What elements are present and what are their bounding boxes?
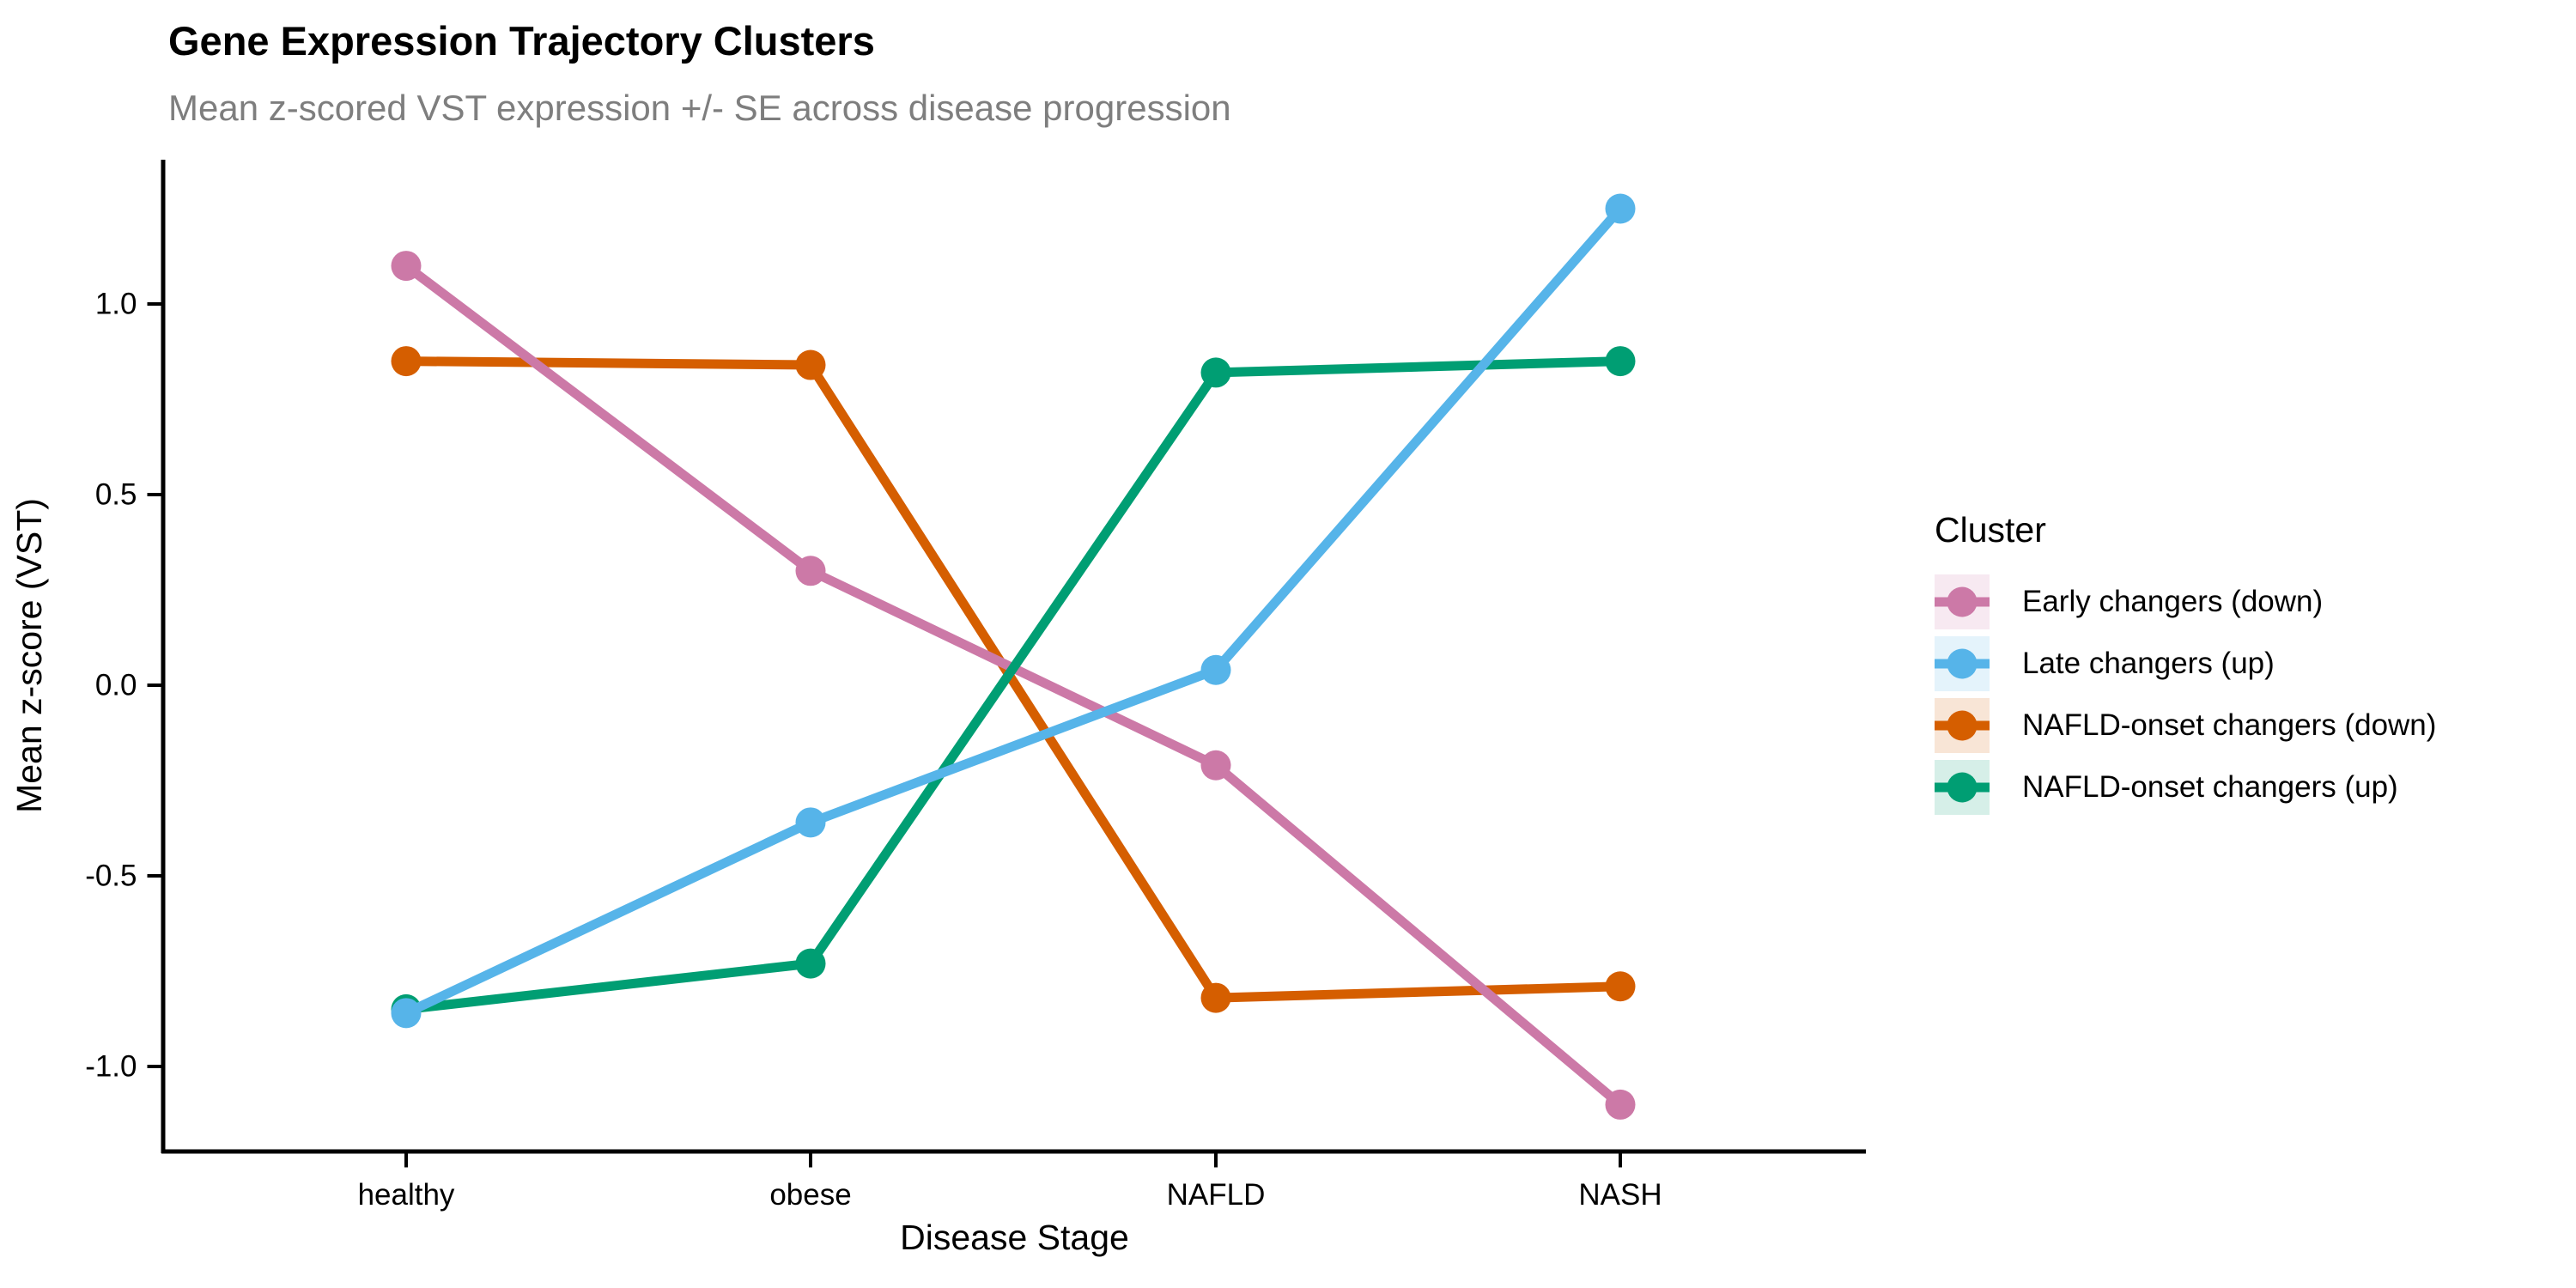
data-point-nafld-onset-changers-down-nafld bbox=[1200, 982, 1231, 1013]
legend-key-point bbox=[1947, 772, 1978, 803]
data-point-nafld-onset-changers-up-nafld bbox=[1200, 357, 1231, 388]
x-tick-label: NASH bbox=[1578, 1178, 1662, 1212]
data-point-nafld-onset-changers-up-nash bbox=[1605, 346, 1636, 377]
series-line-nafld-onset-changers-up bbox=[405, 356, 1621, 1014]
x-tick-label: NAFLD bbox=[1167, 1178, 1266, 1212]
legend-item-late-changers-up: Late changers (up) bbox=[1935, 636, 2436, 691]
y-tick-label: 1.0 bbox=[95, 288, 137, 321]
legend-item-label: Early changers (down) bbox=[2022, 585, 2324, 618]
y-tick-label: -0.5 bbox=[85, 860, 137, 893]
legend-item-label: Late changers (up) bbox=[2022, 647, 2275, 680]
data-point-early-changers-down-nash bbox=[1605, 1089, 1636, 1120]
legend-key-point bbox=[1947, 648, 1978, 679]
data-point-nafld-onset-changers-down-healthy bbox=[391, 346, 422, 377]
legend-key-point bbox=[1947, 710, 1978, 741]
legend-item-label: NAFLD-onset changers (down) bbox=[2022, 708, 2437, 742]
data-point-late-changers-up-nafld bbox=[1200, 654, 1231, 685]
x-tick-label: obese bbox=[769, 1178, 851, 1212]
legend-key-swatch bbox=[1935, 698, 1990, 753]
legend-key-point bbox=[1947, 586, 1978, 617]
data-point-nafld-onset-changers-up-obese bbox=[795, 948, 826, 979]
y-tick-label: -1.0 bbox=[85, 1050, 137, 1084]
legend-item-nafld-onset-changers-up: NAFLD-onset changers (up) bbox=[1935, 760, 2436, 815]
legend-title: Cluster bbox=[1935, 510, 2046, 550]
data-point-early-changers-down-healthy bbox=[391, 251, 422, 282]
chart-subtitle: Mean z-scored VST expression +/- SE acro… bbox=[168, 88, 1231, 128]
data-point-early-changers-down-obese bbox=[795, 556, 826, 586]
legend: Cluster Early changers (down) Late change… bbox=[1935, 510, 2436, 822]
legend-item-early-changers-down: Early changers (down) bbox=[1935, 574, 2436, 629]
y-tick-label: 0.0 bbox=[95, 669, 137, 702]
data-point-late-changers-up-nash bbox=[1605, 193, 1636, 224]
legend-key-swatch bbox=[1935, 574, 1990, 629]
series-line-late-changers-up bbox=[404, 205, 1625, 1018]
y-tick-label: 0.5 bbox=[95, 478, 137, 512]
data-point-nafld-onset-changers-down-nash bbox=[1605, 971, 1636, 1002]
y-axis-title: Mean z-score (VST) bbox=[9, 498, 49, 813]
data-point-late-changers-up-healthy bbox=[391, 998, 422, 1029]
legend-item-nafld-onset-changers-down: NAFLD-onset changers (down) bbox=[1935, 698, 2436, 753]
series-line-nafld-onset-changers-down bbox=[405, 356, 1621, 1003]
chart-title: Gene Expression Trajectory Clusters bbox=[168, 18, 875, 64]
legend-item-label: NAFLD-onset changers (up) bbox=[2022, 770, 2398, 804]
data-point-early-changers-down-nafld bbox=[1200, 750, 1231, 781]
data-point-late-changers-up-obese bbox=[795, 807, 826, 838]
data-point-nafld-onset-changers-down-obese bbox=[795, 349, 826, 380]
legend-key-swatch bbox=[1935, 760, 1990, 815]
x-tick-label: healthy bbox=[358, 1178, 455, 1212]
x-axis-title: Disease Stage bbox=[900, 1218, 1129, 1257]
legend-key-swatch bbox=[1935, 636, 1990, 691]
